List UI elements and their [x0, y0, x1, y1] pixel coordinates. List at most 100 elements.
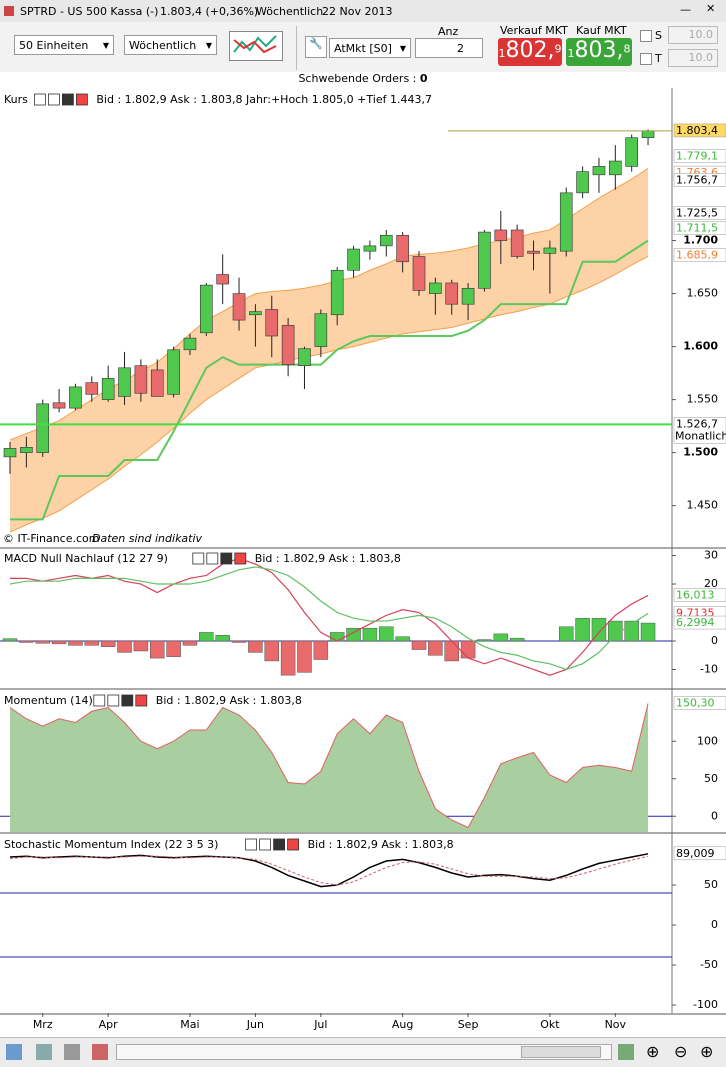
value-tag-label: 1.803,4 [676, 124, 718, 137]
panel-icon[interactable] [121, 694, 134, 707]
quantity-input[interactable]: 2 [415, 38, 483, 58]
sell-button[interactable]: 1802,9 [498, 38, 562, 66]
histogram-bar [509, 637, 525, 642]
candle-body [101, 378, 115, 400]
histogram-bar [493, 633, 509, 642]
close[interactable]: ✕ [706, 2, 716, 15]
candle-body [85, 382, 99, 395]
panel-icon[interactable] [76, 93, 88, 106]
zoom-out[interactable]: ⊖ [674, 1042, 688, 1061]
candle-body [641, 130, 655, 139]
indicator-button[interactable] [229, 31, 283, 61]
buy-main: 803, [574, 38, 624, 63]
value-tag-label: 1.756,7 [676, 173, 718, 186]
panel-icon[interactable] [234, 552, 247, 565]
histogram-bar [182, 640, 198, 646]
candle-body [478, 231, 491, 289]
chart-area: 1.450 1.500 1.550 1.600 1.650 1.700 © IT-Finan… [0, 88, 726, 1036]
date: 22 Nov 2013 [322, 5, 393, 18]
histogram-bar [575, 617, 590, 642]
histogram-bar [19, 640, 34, 643]
candle-body [625, 137, 638, 167]
histogram-bar [2, 638, 18, 642]
plot [0, 557, 672, 676]
tool-icon[interactable] [92, 1044, 108, 1060]
histogram-bar [68, 640, 83, 646]
macd-line [10, 557, 649, 676]
panel-icon[interactable] [48, 93, 60, 106]
tool-icon[interactable] [36, 1044, 52, 1060]
stop-checkbox[interactable] [640, 30, 652, 42]
y-tick-label: 50 [704, 772, 718, 785]
panel-icon[interactable] [107, 694, 120, 707]
plot [0, 129, 672, 533]
panel-icon[interactable] [287, 838, 300, 851]
panel-icon[interactable] [220, 552, 233, 565]
histogram-bar [640, 622, 656, 642]
panel-icon[interactable] [34, 93, 46, 106]
buy-lead: 1 [567, 47, 575, 60]
candle-body [134, 365, 148, 394]
histogram-bar [280, 640, 296, 676]
target-label: T [655, 52, 662, 65]
panel-info: Bid : 1.802,9 Ask : 1.803,8 [156, 694, 302, 707]
pending-label: Schwebende Orders : [298, 72, 420, 85]
tool-icon[interactable] [64, 1044, 80, 1060]
zoom-fit[interactable]: ⊕ [646, 1042, 660, 1061]
wrench-button[interactable]: 🔧 [305, 36, 327, 58]
value-tag-label: 1.725,5 [676, 207, 718, 220]
panel-icon[interactable] [273, 838, 286, 851]
scrollbar[interactable] [116, 1044, 612, 1060]
histogram-bar [591, 617, 607, 642]
histogram-bar [51, 640, 67, 645]
x-tick-label: Mrz [33, 1018, 53, 1031]
candle-body [3, 448, 17, 458]
zoom-in[interactable]: ⊕ [700, 1042, 714, 1061]
panel-icon[interactable] [259, 838, 272, 851]
panel-icon[interactable] [206, 552, 219, 565]
candle-body [183, 337, 197, 351]
x-tick-label: Jul [313, 1018, 327, 1031]
minimize[interactable]: — [680, 3, 691, 16]
axis-panel [672, 88, 726, 1036]
interval-select[interactable]: Wöchentlich [124, 35, 217, 56]
panel-icon[interactable] [93, 694, 106, 707]
histogram-bar [35, 640, 50, 644]
panel-title: MACD Null Nachlauf (12 27 9) [4, 552, 168, 565]
panel-icon[interactable] [192, 552, 205, 565]
x-tick-label: Aug [392, 1018, 413, 1031]
panel-title: Stochastic Momentum Index (22 3 5 3) [4, 838, 218, 851]
histogram-bar [362, 627, 378, 642]
candle-body [167, 349, 180, 395]
tool-icon[interactable] [6, 1044, 22, 1060]
panel-title: Kurs [4, 93, 28, 106]
candle-body [200, 284, 213, 334]
histogram-bar [231, 640, 247, 643]
order-type-select[interactable]: AtMkt [S0] [329, 38, 411, 59]
value-tag [673, 417, 726, 444]
candle-body [36, 403, 50, 453]
units-select[interactable]: 50 Einheiten [14, 35, 114, 56]
y-tick-label: 20 [704, 577, 718, 590]
sell-tail: 9 [554, 42, 562, 56]
panel-icon[interactable] [135, 694, 148, 707]
value-tag-note: Monatlich [675, 429, 726, 442]
candle-body [281, 325, 295, 365]
scroll-thumb[interactable] [521, 1046, 601, 1058]
panel-icon[interactable] [62, 93, 74, 106]
tool-icon[interactable] [618, 1044, 634, 1060]
target-input[interactable]: 10.0 [668, 49, 718, 67]
target-checkbox[interactable] [640, 53, 652, 65]
band-line [9, 256, 649, 533]
buy-button[interactable]: 1803,8 [566, 38, 632, 66]
pending-orders: Schwebende Orders : 0 [0, 72, 726, 88]
stop-input[interactable]: 10.0 [668, 26, 718, 44]
histogram-bar [477, 639, 492, 642]
momentum-line [9, 703, 649, 829]
y-tick-label: 0 [711, 918, 718, 931]
copyright: © IT-Finance.com [3, 532, 100, 545]
panel-icon[interactable] [245, 838, 258, 851]
buy-tail: 8 [623, 42, 631, 56]
histogram-bar [444, 640, 459, 662]
y-tick-label: 100 [697, 734, 718, 747]
